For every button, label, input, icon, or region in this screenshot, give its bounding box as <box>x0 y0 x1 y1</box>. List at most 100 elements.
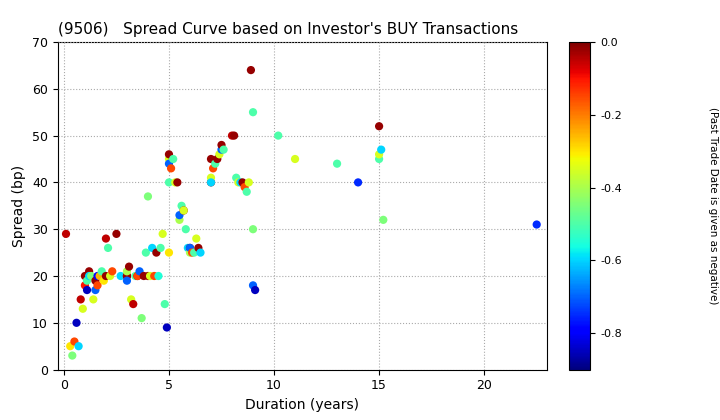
Point <box>174 216 185 223</box>
Point <box>100 273 112 279</box>
Point <box>531 221 542 228</box>
Point <box>102 244 114 251</box>
Point <box>88 296 99 303</box>
Point <box>121 277 132 284</box>
Point <box>90 287 102 294</box>
Point <box>289 156 301 163</box>
Point <box>65 343 76 349</box>
Text: (9506)   Spread Curve based on Investor's BUY Transactions: (9506) Spread Curve based on Investor's … <box>58 22 518 37</box>
Point <box>142 273 153 279</box>
X-axis label: Duration (years): Duration (years) <box>246 398 359 412</box>
Point <box>73 343 84 349</box>
Point <box>146 244 158 251</box>
Point <box>374 156 385 163</box>
Point <box>374 151 385 158</box>
Point <box>247 282 258 289</box>
Point <box>228 132 240 139</box>
Point <box>71 320 82 326</box>
Point <box>155 244 166 251</box>
Point <box>84 268 95 275</box>
Point <box>193 244 204 251</box>
Point <box>132 273 143 279</box>
Point <box>75 296 86 303</box>
Point <box>216 146 228 153</box>
Point <box>163 156 175 163</box>
Point <box>169 179 181 186</box>
Point <box>205 179 217 186</box>
Point <box>130 273 141 279</box>
Point <box>178 207 189 214</box>
Point <box>235 179 246 186</box>
Point <box>81 287 93 294</box>
Point <box>136 315 148 321</box>
Point <box>178 207 189 214</box>
Point <box>247 109 258 116</box>
Point <box>239 184 251 190</box>
Point <box>111 231 122 237</box>
Point <box>331 160 343 167</box>
Point <box>205 179 217 186</box>
Point <box>205 156 217 163</box>
Point <box>66 352 78 359</box>
Point <box>243 179 255 186</box>
Point <box>161 324 173 331</box>
Point <box>226 132 238 139</box>
Point <box>375 146 387 153</box>
Point <box>233 179 244 186</box>
Point <box>144 273 156 279</box>
Point <box>81 277 93 284</box>
Y-axis label: Time in years between 5/2/2025 and Trade Date
(Past Trade Date is given as negat: Time in years between 5/2/2025 and Trade… <box>708 80 720 331</box>
Point <box>212 156 223 163</box>
Point <box>194 249 206 256</box>
Point <box>150 249 162 256</box>
Point <box>153 273 164 279</box>
Point <box>210 160 221 167</box>
Point <box>352 179 364 186</box>
Point <box>100 235 112 242</box>
Point <box>159 301 171 307</box>
Point <box>218 146 230 153</box>
Point <box>96 268 107 275</box>
Point <box>186 249 198 256</box>
Point <box>184 244 196 251</box>
Point <box>68 338 80 345</box>
Point <box>123 263 135 270</box>
Point <box>77 305 89 312</box>
Point <box>241 189 253 195</box>
Point <box>182 244 194 251</box>
Point <box>174 212 185 218</box>
Point <box>121 268 132 275</box>
Point <box>107 268 118 275</box>
Point <box>207 165 219 172</box>
Point <box>86 273 97 279</box>
Point <box>168 156 179 163</box>
Point <box>94 273 105 279</box>
Point <box>132 273 143 279</box>
Point <box>127 301 139 307</box>
Point <box>180 226 192 233</box>
Point <box>189 249 200 256</box>
Point <box>249 287 261 294</box>
Point <box>191 235 202 242</box>
Point <box>176 202 187 209</box>
Point <box>90 277 102 284</box>
Point <box>91 282 103 289</box>
Point <box>140 249 152 256</box>
Point <box>272 132 284 139</box>
Point <box>121 273 132 279</box>
Point <box>184 249 196 256</box>
Point <box>237 179 248 186</box>
Point <box>60 231 72 237</box>
Point <box>142 193 153 200</box>
Point <box>230 174 242 181</box>
Point <box>91 273 103 279</box>
Point <box>247 226 258 233</box>
Point <box>163 151 175 158</box>
Point <box>148 273 160 279</box>
Point <box>171 179 183 186</box>
Point <box>214 151 225 158</box>
Point <box>166 165 177 172</box>
Point <box>245 67 256 74</box>
Point <box>374 123 385 130</box>
Point <box>134 268 145 275</box>
